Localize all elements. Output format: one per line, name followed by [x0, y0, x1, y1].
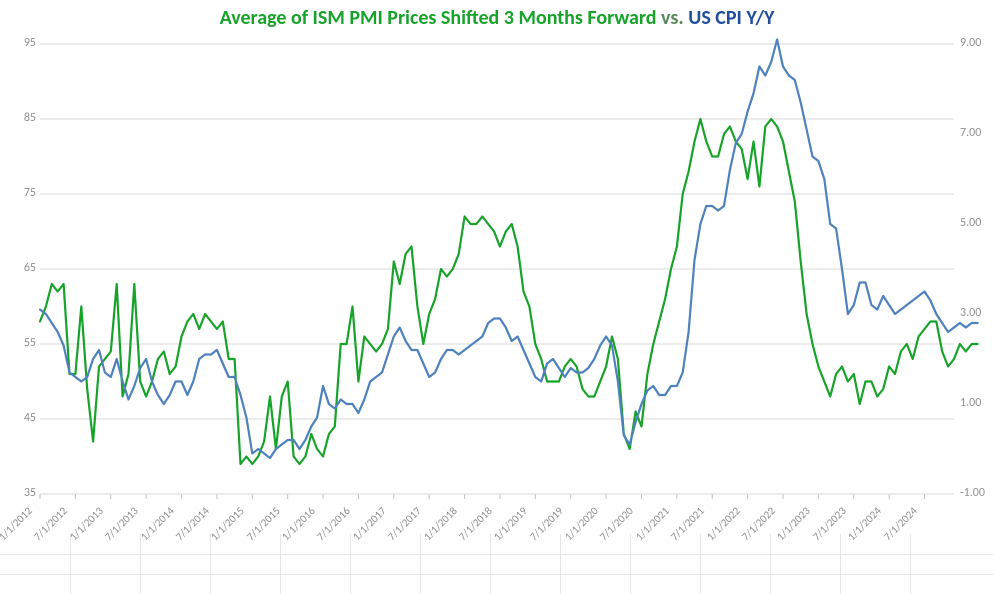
- left-axis-tick-label: 75: [6, 186, 36, 200]
- right-axis-tick-label: 1.00: [960, 396, 994, 410]
- left-axis-tick-label: 85: [6, 111, 36, 125]
- left-axis-tick-label: 35: [6, 486, 36, 500]
- right-axis-tick-label: 3.00: [960, 306, 994, 320]
- right-axis-tick-label: -1.00: [960, 486, 994, 500]
- left-axis-tick-label: 45: [6, 411, 36, 425]
- right-axis-tick-label: 9.00: [960, 36, 994, 50]
- left-axis-tick-label: 65: [6, 261, 36, 275]
- plot-svg: [0, 0, 994, 594]
- right-axis-tick-label: 5.00: [960, 216, 994, 230]
- us_cpi_yy_series: [40, 40, 978, 459]
- chart-stage: Average of ISM PMI Prices Shifted 3 Mont…: [0, 0, 994, 594]
- left-axis-tick-label: 55: [6, 336, 36, 350]
- right-axis-tick-label: 7.00: [960, 126, 994, 140]
- left-axis-tick-label: 95: [6, 36, 36, 50]
- ism_pmi_prices_series: [40, 119, 978, 464]
